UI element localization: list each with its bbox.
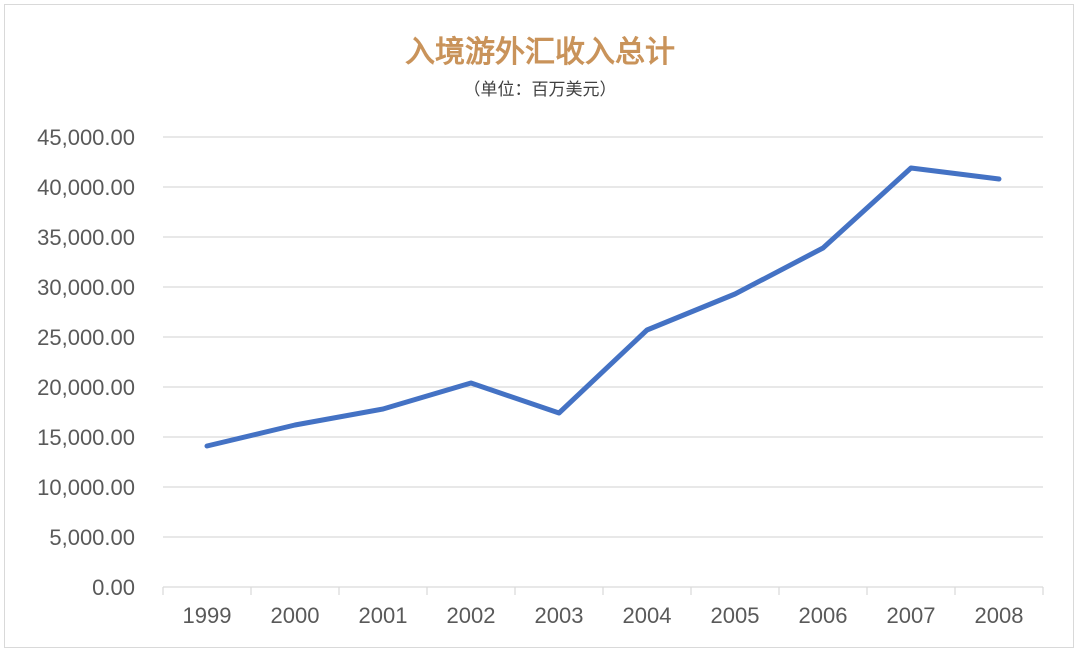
y-tick-label: 5,000.00 — [49, 525, 135, 550]
y-tick-label: 35,000.00 — [37, 225, 135, 250]
x-tick-label: 2003 — [535, 603, 584, 628]
x-tick-label: 2007 — [887, 603, 936, 628]
y-tick-label: 45,000.00 — [37, 125, 135, 150]
y-tick-label: 15,000.00 — [37, 425, 135, 450]
x-tick-label: 2002 — [447, 603, 496, 628]
chart-frame — [4, 4, 1074, 648]
y-tick-label: 40,000.00 — [37, 175, 135, 200]
chart-subtitle: （单位：百万美元） — [464, 80, 617, 100]
x-tick-label: 1999 — [183, 603, 232, 628]
x-tick-label: 2005 — [711, 603, 760, 628]
y-tick-label: 25,000.00 — [37, 325, 135, 350]
x-tick-label: 2004 — [623, 603, 672, 628]
chart-title: 入境游外汇收入总计 — [405, 35, 675, 70]
x-tick-label: 2008 — [975, 603, 1024, 628]
x-tick-label: 2001 — [359, 603, 408, 628]
y-tick-label: 20,000.00 — [37, 375, 135, 400]
y-tick-label: 0.00 — [92, 575, 135, 600]
x-tick-label: 2006 — [799, 603, 848, 628]
y-tick-label: 30,000.00 — [37, 275, 135, 300]
y-tick-label: 10,000.00 — [37, 475, 135, 500]
x-tick-label: 2000 — [271, 603, 320, 628]
series-line — [204, 165, 1002, 449]
